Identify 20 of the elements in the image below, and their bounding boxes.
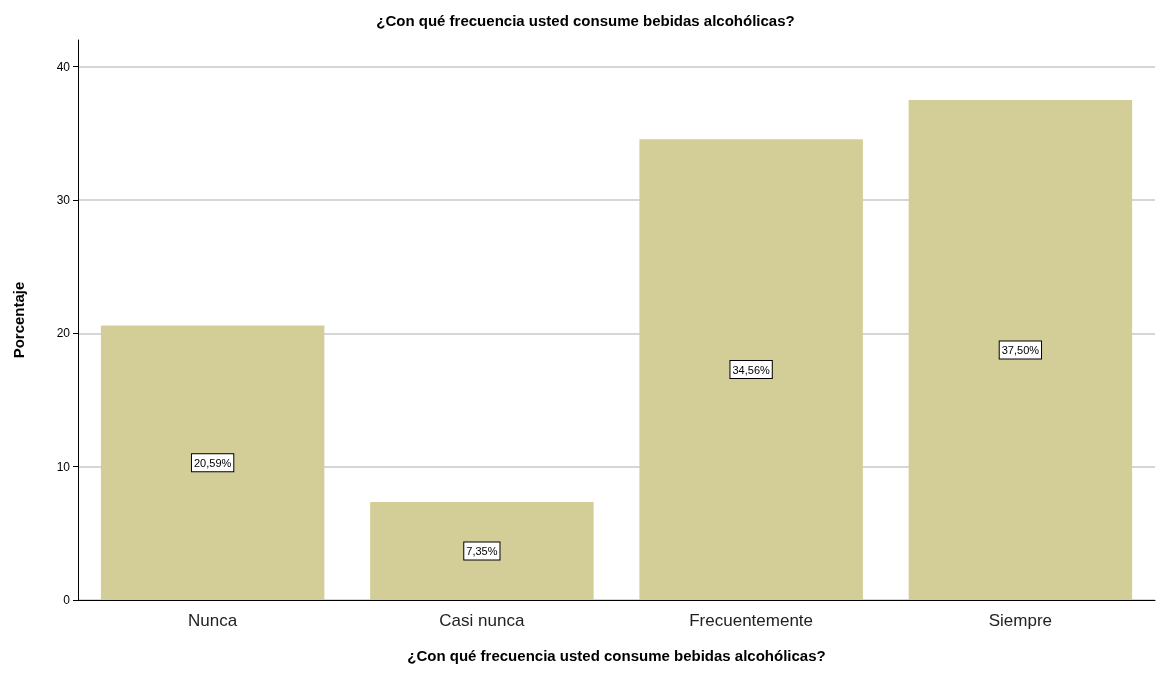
- bar: [370, 502, 594, 600]
- x-tick-label: Frecuentemente: [689, 611, 814, 630]
- data-label: 7,35%: [466, 545, 498, 557]
- y-tick-label: 40: [56, 59, 71, 74]
- data-label: 37,50%: [1001, 344, 1040, 356]
- chart-title: ¿Con qué frecuencia usted consume bebidas alcohólicas?: [376, 12, 795, 29]
- data-label: 34,56%: [732, 363, 770, 376]
- x-tick-label: Nunca: [188, 611, 238, 630]
- bar: [908, 100, 1133, 600]
- y-tick-label: 10: [56, 459, 71, 474]
- y-axis-title: Porcentaje: [10, 281, 27, 359]
- bar: [100, 325, 325, 600]
- x-axis-title: ¿Con qué frecuencia usted consume bebidas alcohólicas?: [407, 647, 826, 664]
- y-tick-label: 20: [56, 326, 71, 341]
- x-tick-label: Casi nunca: [439, 611, 525, 630]
- y-tick-label: 30: [56, 193, 71, 207]
- x-tick-label: Siempre: [988, 611, 1053, 630]
- data-label: 20,59%: [193, 456, 232, 469]
- y-tick-label: 0: [63, 593, 71, 607]
- bar: [639, 139, 863, 600]
